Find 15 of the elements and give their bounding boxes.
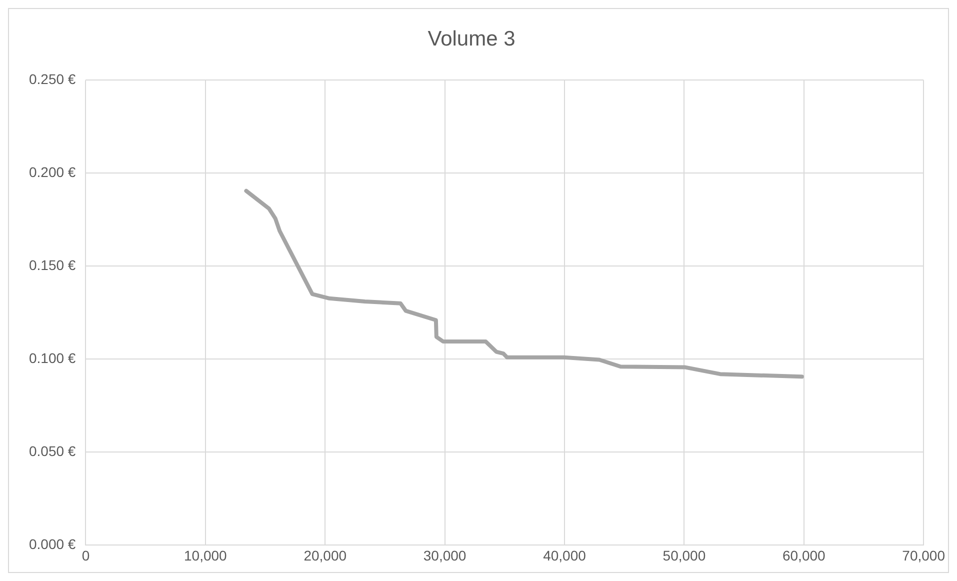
x-tick-label: 0 xyxy=(82,547,90,564)
y-tick-label: 0.150 € xyxy=(28,257,76,274)
x-tick-label: 20,000 xyxy=(304,547,347,564)
x-tick-label: 40,000 xyxy=(543,547,586,564)
y-tick-label: 0.100 € xyxy=(28,350,76,366)
y-tick-label: 0.200 € xyxy=(28,164,76,180)
y-tick-label: 0.050 € xyxy=(28,443,76,460)
x-tick-label: 70,000 xyxy=(902,547,946,564)
y-tick-label: 0.000 € xyxy=(28,536,76,552)
x-tick-label: 30,000 xyxy=(423,547,466,564)
x-tick-label: 10,000 xyxy=(184,547,228,564)
x-tick-label: 60,000 xyxy=(782,547,826,564)
x-tick-label: 50,000 xyxy=(662,547,706,564)
chart-title: Volume 3 xyxy=(428,27,516,50)
y-tick-label: 0.250 € xyxy=(28,71,76,88)
